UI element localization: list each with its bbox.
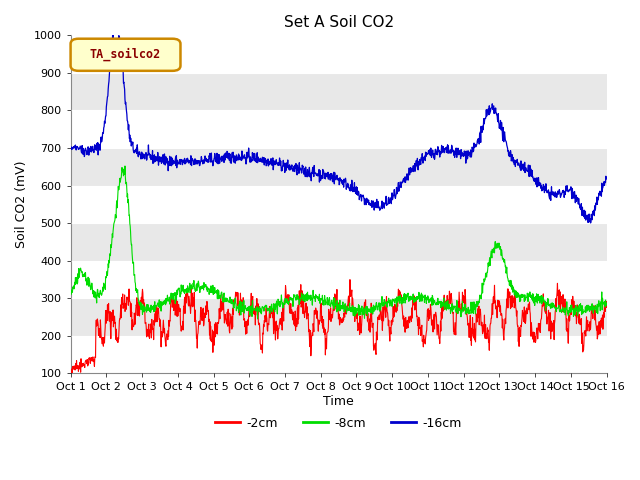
Bar bbox=[70, 223, 607, 261]
Bar bbox=[70, 148, 607, 186]
X-axis label: Time: Time bbox=[323, 395, 354, 408]
Text: TA_soilco2: TA_soilco2 bbox=[90, 48, 161, 61]
Title: Set A Soil CO2: Set A Soil CO2 bbox=[284, 15, 394, 30]
Bar bbox=[70, 73, 607, 110]
FancyBboxPatch shape bbox=[70, 39, 180, 71]
Y-axis label: Soil CO2 (mV): Soil CO2 (mV) bbox=[15, 161, 28, 248]
Bar bbox=[70, 298, 607, 336]
Legend: -2cm, -8cm, -16cm: -2cm, -8cm, -16cm bbox=[211, 412, 467, 435]
